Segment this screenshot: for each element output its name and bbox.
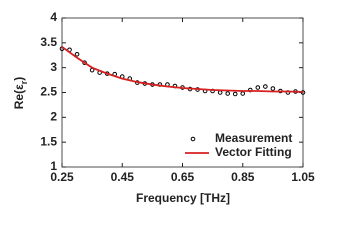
y-tick-label: 1.5 bbox=[40, 134, 57, 148]
measurement-point bbox=[270, 86, 276, 91]
fit-line bbox=[61, 46, 304, 93]
y-label-sub: r bbox=[19, 80, 29, 84]
y-label-end: ) bbox=[12, 77, 26, 81]
page: Frequency [THz] Re(εr) 1 1.5 2 2.5 3 3.5 4 0.25… bbox=[0, 0, 347, 215]
background bbox=[0, 0, 347, 215]
measurement-point bbox=[232, 91, 238, 97]
measurement-point bbox=[225, 91, 230, 96]
measurement-point bbox=[82, 60, 87, 66]
x-tick-label: 0.25 bbox=[50, 170, 74, 184]
x-tick-label: 0.85 bbox=[231, 170, 255, 184]
y-tick-label: 1 bbox=[50, 159, 57, 173]
y-tick-label: 3.5 bbox=[40, 35, 57, 49]
y-label-main: Re(ε bbox=[12, 84, 26, 109]
x-tick-label: 0.45 bbox=[111, 170, 135, 184]
measurement-point bbox=[255, 85, 261, 90]
measurement-point bbox=[263, 84, 268, 89]
y-tick-label: 2 bbox=[50, 110, 57, 124]
y-tick-label: 4 bbox=[50, 10, 57, 24]
y-axis-label: Re(εr) bbox=[12, 77, 29, 110]
y-tick-label: 2.5 bbox=[40, 85, 57, 99]
legend-marker bbox=[190, 136, 196, 142]
x-axis-label: Frequency [THz] bbox=[136, 191, 230, 205]
legend-label: Vector Fitting bbox=[215, 145, 292, 159]
legend-label: Measurement bbox=[215, 131, 292, 145]
measurement-point bbox=[74, 51, 80, 57]
x-tick-label: 0.65 bbox=[171, 170, 195, 184]
y-tick-label: 3 bbox=[50, 60, 57, 74]
x-tick-label: 1.05 bbox=[291, 170, 315, 184]
chart: Frequency [THz] Re(εr) 1 1.5 2 2.5 3 3.5 4 0.25… bbox=[0, 0, 347, 215]
